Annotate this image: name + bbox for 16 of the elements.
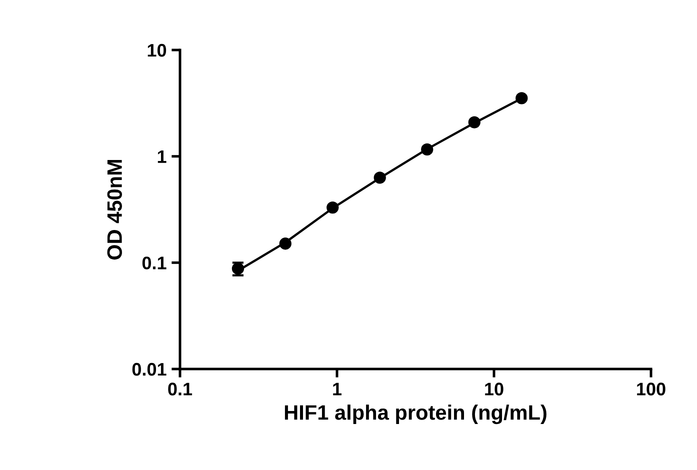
y-tick-label: 10 <box>148 44 166 57</box>
x-axis-title: HIF1 alpha protein (ng/mL) <box>284 404 546 424</box>
y-tick-label: 0.01 <box>132 362 166 376</box>
point <box>374 172 386 184</box>
y-axis-title: OD 450nM <box>107 160 122 260</box>
x-tick-label: 100 <box>637 382 666 396</box>
point <box>326 201 339 214</box>
point <box>421 143 434 156</box>
x-tick-label: 0.1 <box>168 382 192 396</box>
point <box>468 116 480 128</box>
point <box>516 92 528 104</box>
y-tick-label: 0.1 <box>142 256 166 270</box>
y-tick-label: 1 <box>158 150 166 163</box>
x-tick-label: 10 <box>485 382 504 396</box>
point <box>279 238 292 250</box>
x-tick-label: 1 <box>333 382 342 396</box>
